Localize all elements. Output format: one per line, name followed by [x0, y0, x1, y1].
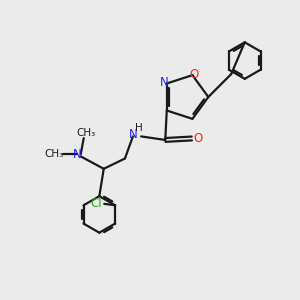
Text: O: O: [189, 68, 199, 81]
Text: N: N: [73, 148, 82, 160]
Text: Cl: Cl: [91, 197, 102, 210]
Text: CH₃: CH₃: [45, 149, 64, 159]
Text: N: N: [128, 128, 137, 141]
Text: N: N: [160, 76, 169, 89]
Text: H: H: [135, 123, 143, 133]
Text: CH₃: CH₃: [76, 128, 96, 138]
Text: O: O: [194, 132, 203, 145]
